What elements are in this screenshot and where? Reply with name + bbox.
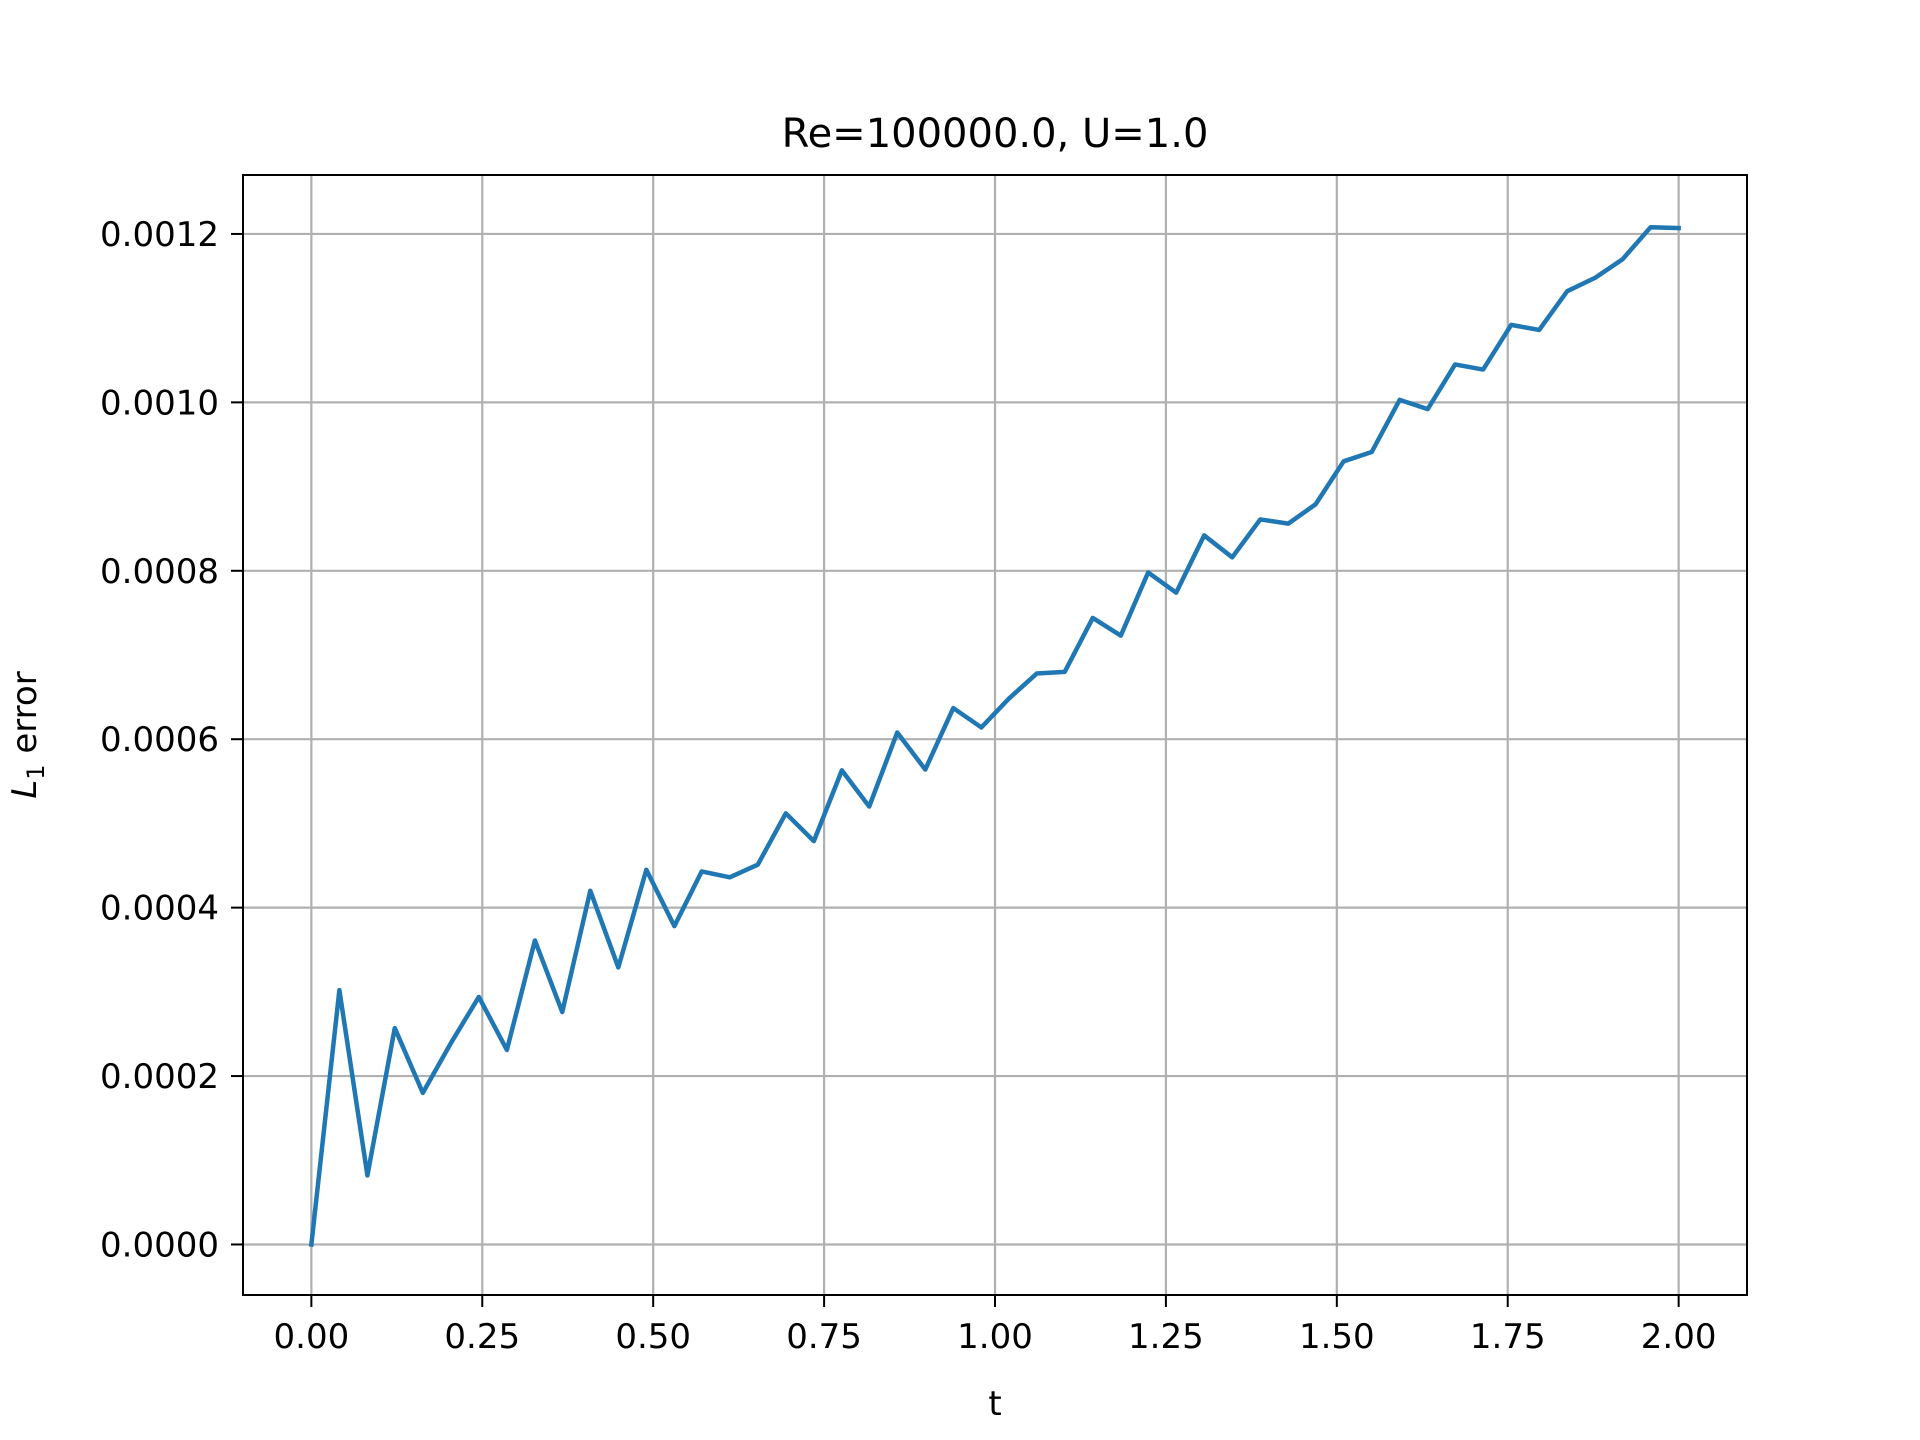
chart-title: Re=100000.0, U=1.0 — [782, 111, 1209, 157]
y-axis-label: L1 error — [5, 671, 50, 798]
y-axis-label-subscript: 1 — [22, 764, 50, 779]
series-line — [308, 224, 1681, 1247]
x-tick-label: 1.25 — [1128, 1317, 1204, 1357]
y-tick-label: 0.0006 — [100, 720, 219, 760]
x-tick-label: 0.25 — [444, 1317, 520, 1357]
y-axis-label-rest: error — [5, 671, 45, 764]
x-tick-label: 2.00 — [1641, 1317, 1717, 1357]
y-tick-label: 0.0010 — [100, 383, 219, 423]
x-tick-label: 1.75 — [1470, 1317, 1546, 1357]
y-tick-label: 0.0000 — [100, 1225, 219, 1265]
x-tick-label: 1.00 — [957, 1317, 1033, 1357]
y-tick-label: 0.0008 — [100, 552, 219, 592]
x-tick-label: 0.00 — [274, 1317, 350, 1357]
ticks: 0.00 0.25 0.50 0.75 1.00 1.25 1.50 1.75 2.00 0.00… — [100, 215, 1716, 1357]
series-layer — [308, 224, 1681, 1247]
x-tick-label: 0.50 — [615, 1317, 691, 1357]
x-tick-label: 1.50 — [1299, 1317, 1375, 1357]
y-tick-label: 0.0004 — [100, 889, 219, 929]
y-axis-label-main: L — [5, 780, 45, 799]
y-tick-label: 0.0002 — [100, 1057, 219, 1097]
grid — [243, 175, 1747, 1295]
x-tick-label: 0.75 — [786, 1317, 862, 1357]
y-tick-label: 0.0012 — [100, 215, 219, 255]
x-axis-label: t — [988, 1384, 1001, 1424]
